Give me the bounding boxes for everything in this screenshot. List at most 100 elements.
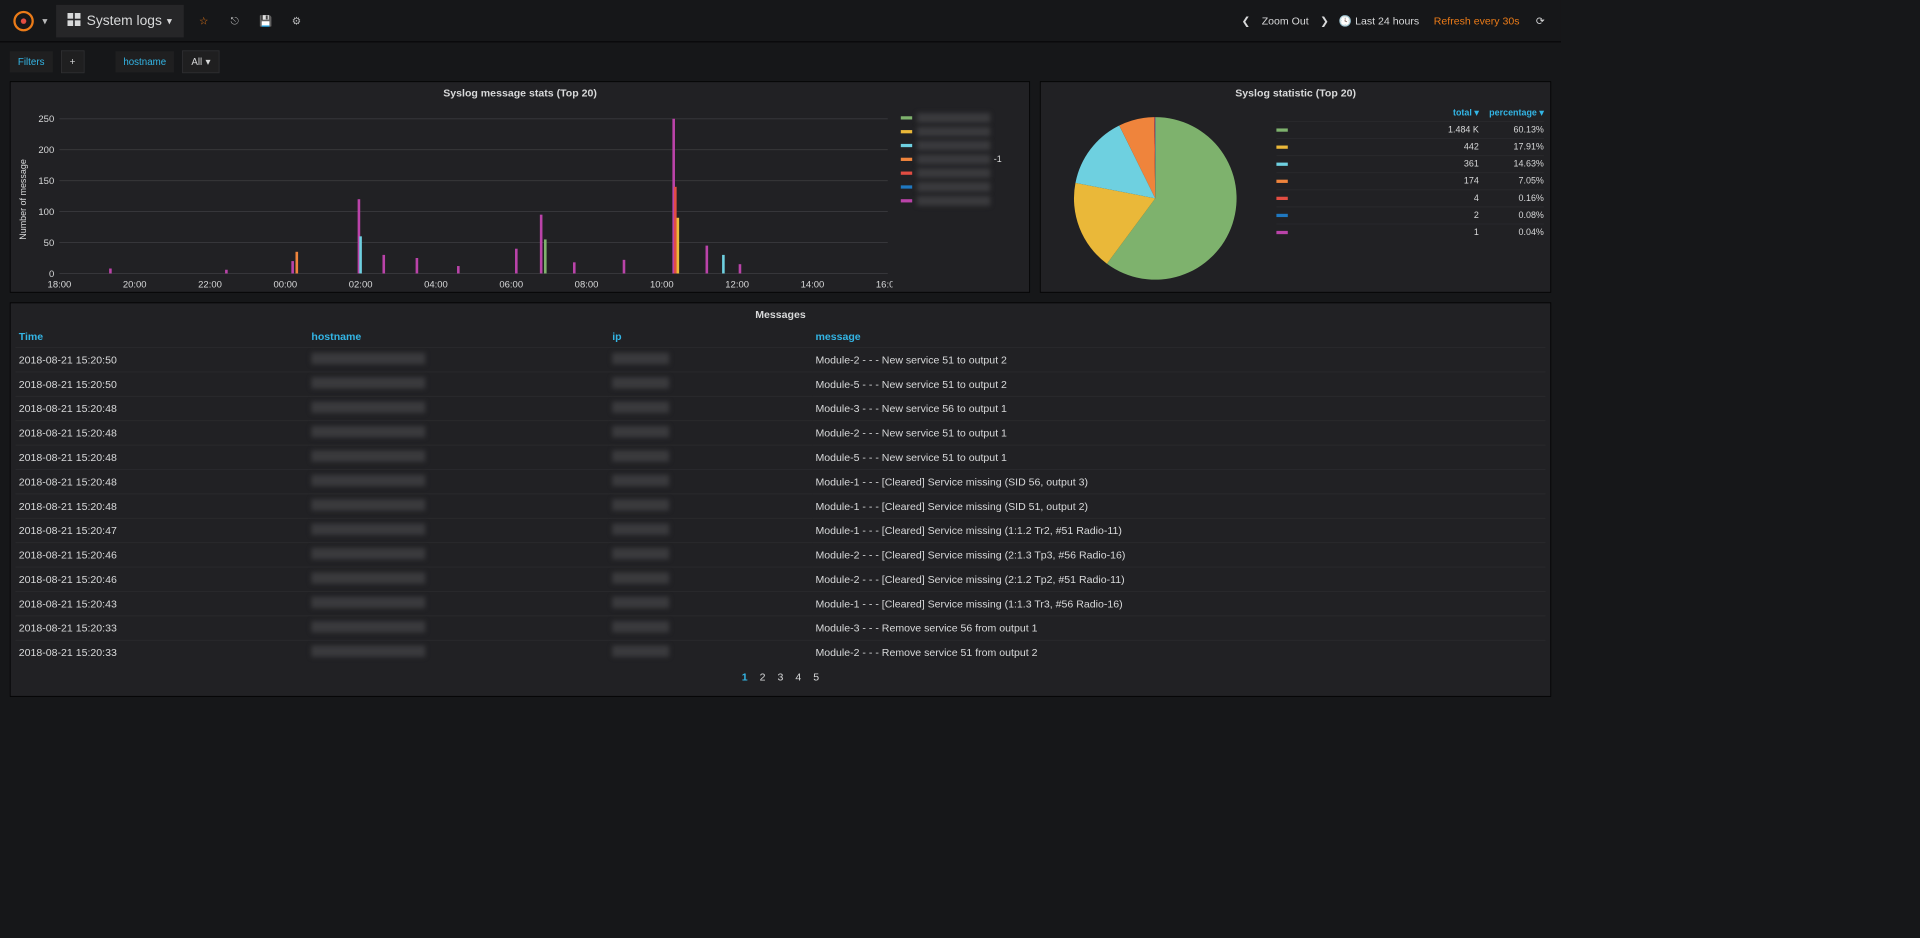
svg-text:08:00: 08:00 xyxy=(575,279,599,290)
legend-item[interactable]: 10.04% xyxy=(1277,224,1544,241)
bar-chart-plot[interactable]: 05010015020025018:0020:0022:0000:0002:00… xyxy=(30,107,893,291)
svg-text:00:00: 00:00 xyxy=(273,279,297,290)
svg-text:16:00: 16:00 xyxy=(876,279,893,290)
page-link[interactable]: 2 xyxy=(754,671,772,683)
legend-item[interactable] xyxy=(901,180,1023,194)
legend-item[interactable]: 20.08% xyxy=(1277,207,1544,224)
chevron-left-icon[interactable]: ❮ xyxy=(1241,14,1250,27)
cell-time: 2018-08-21 15:20:48 xyxy=(15,494,308,518)
svg-text:12:00: 12:00 xyxy=(725,279,749,290)
table-row: 2018-08-21 15:20:48 Module-1 - - - [Clear… xyxy=(15,494,1545,518)
legend-item[interactable] xyxy=(901,111,1023,125)
panel-messages-table: Messages Timehostnameipmessage 2018-08-2… xyxy=(10,302,1551,696)
chevron-right-icon[interactable]: ❯ xyxy=(1320,14,1329,27)
cell-message: Module-5 - - - New service 51 to output … xyxy=(812,445,1545,469)
chevron-down-icon: ▾ xyxy=(205,56,210,67)
legend-item[interactable] xyxy=(901,138,1023,152)
dashboard-title: System logs xyxy=(87,13,162,29)
grafana-logo-icon[interactable] xyxy=(10,7,38,35)
share-button[interactable]: ⎋ xyxy=(219,4,250,37)
page-link[interactable]: 3 xyxy=(772,671,790,683)
svg-text:04:00: 04:00 xyxy=(424,279,448,290)
cell-hostname xyxy=(308,567,609,591)
table-row: 2018-08-21 15:20:48Module-1 - - - [Clear… xyxy=(15,470,1545,494)
cell-message: Module-1 - - - [Cleared] Service missing… xyxy=(812,494,1545,518)
logo-caret-icon[interactable]: ▾ xyxy=(42,14,47,27)
page-link[interactable]: 5 xyxy=(807,671,825,683)
table-row: 2018-08-21 15:20:48Module-2 - - - New se… xyxy=(15,421,1545,445)
save-icon: 💾 xyxy=(259,14,272,27)
legend-item[interactable]: 40.16% xyxy=(1277,189,1544,206)
legend-item[interactable]: 1747.05% xyxy=(1277,172,1544,189)
cell-ip xyxy=(609,494,812,518)
y-axis-label: Number of message xyxy=(17,107,30,291)
cell-message: Module-2 - - - Remove service 51 from ou… xyxy=(812,640,1545,664)
column-header[interactable]: Time xyxy=(15,325,308,347)
save-button[interactable]: 💾 xyxy=(250,4,281,37)
cell-message: Module-5 - - - New service 51 to output … xyxy=(812,372,1545,396)
cell-time: 2018-08-21 15:20:46 xyxy=(15,567,308,591)
table-row: 2018-08-21 15:20:46Module-2 - - - [Clear… xyxy=(15,543,1545,567)
top-toolbar: ▾ System logs ▾ ☆ ⎋ 💾 ⚙ ❮ Zoom Out ❯ 🕓 L… xyxy=(0,0,1561,42)
cell-hostname xyxy=(308,543,609,567)
cell-ip xyxy=(609,518,812,542)
cell-message: Module-2 - - - [Cleared] Service missing… xyxy=(812,567,1545,591)
legend-item[interactable] xyxy=(901,193,1023,207)
legend-item[interactable]: -1 xyxy=(901,152,1023,166)
filters-label[interactable]: Filters xyxy=(10,51,53,72)
cell-message: Module-1 - - - [Cleared] Service missing… xyxy=(812,470,1545,494)
panel-title: Syslog statistic (Top 20) xyxy=(1041,82,1550,104)
refresh-now-button[interactable]: ⟳ xyxy=(1529,14,1551,27)
cell-hostname xyxy=(308,396,609,420)
legend-header-total[interactable]: total ▾ xyxy=(1422,107,1479,118)
table-row: 2018-08-21 15:20:48Module-3 - - - New se… xyxy=(15,396,1545,420)
cell-ip xyxy=(609,616,812,640)
settings-button[interactable]: ⚙ xyxy=(281,4,312,37)
cell-message: Module-2 - - - New service 51 to output … xyxy=(812,348,1545,372)
dashboard-picker[interactable]: System logs ▾ xyxy=(56,4,184,37)
time-picker: ❮ Zoom Out ❯ 🕓 Last 24 hours Refresh eve… xyxy=(1241,14,1551,27)
legend-item[interactable]: 44217.91% xyxy=(1277,138,1544,155)
pie-chart-plot[interactable] xyxy=(1041,104,1270,292)
table-row: 2018-08-21 15:20:50Module-2 - - - New se… xyxy=(15,348,1545,372)
add-filter-button[interactable]: + xyxy=(61,50,85,73)
panel-syslog-bar-chart: Syslog message stats (Top 20) Number of … xyxy=(10,81,1031,292)
legend-item[interactable]: 1.484 K60.13% xyxy=(1277,121,1544,138)
time-range-button[interactable]: 🕓 Last 24 hours xyxy=(1334,14,1424,27)
cell-message: Module-1 - - - [Cleared] Service missing… xyxy=(812,518,1545,542)
legend-item[interactable] xyxy=(901,166,1023,180)
star-button[interactable]: ☆ xyxy=(188,4,219,37)
svg-text:20:00: 20:00 xyxy=(123,279,147,290)
cell-hostname xyxy=(308,640,609,664)
svg-text:200: 200 xyxy=(38,145,54,156)
table-row: 2018-08-21 15:20:50Module-5 - - - New se… xyxy=(15,372,1545,396)
table-row: 2018-08-21 15:20:33Module-3 - - - Remove… xyxy=(15,616,1545,640)
svg-text:150: 150 xyxy=(38,176,54,187)
table-row: 2018-08-21 15:20:46 Module-2 - - - [Clear… xyxy=(15,567,1545,591)
bar-chart-legend: -1 xyxy=(893,107,1023,291)
gear-icon: ⚙ xyxy=(292,14,301,27)
legend-item[interactable]: 36114.63% xyxy=(1277,155,1544,172)
svg-text:18:00: 18:00 xyxy=(48,279,72,290)
variable-value-dropdown[interactable]: All▾ xyxy=(182,50,219,73)
page-link[interactable]: 1 xyxy=(736,671,754,683)
share-icon: ⎋ xyxy=(230,14,238,27)
column-header[interactable]: ip xyxy=(609,325,812,347)
cell-time: 2018-08-21 15:20:46 xyxy=(15,543,308,567)
cell-hostname xyxy=(308,518,609,542)
svg-text:0: 0 xyxy=(49,269,54,280)
cell-ip xyxy=(609,640,812,664)
table-row: 2018-08-21 15:20:47Module-1 - - - [Clear… xyxy=(15,518,1545,542)
legend-header-percentage[interactable]: percentage ▾ xyxy=(1479,107,1544,118)
page-link[interactable]: 4 xyxy=(789,671,807,683)
legend-item[interactable] xyxy=(901,124,1023,138)
cell-message: Module-2 - - - New service 51 to output … xyxy=(812,421,1545,445)
cell-hostname xyxy=(308,348,609,372)
variable-name[interactable]: hostname xyxy=(115,51,174,72)
cell-hostname xyxy=(308,494,609,518)
refresh-interval-button[interactable]: Refresh every 30s xyxy=(1429,15,1525,27)
table-row: 2018-08-21 15:20:33Module-2 - - - Remove… xyxy=(15,640,1545,664)
zoom-out-button[interactable]: Zoom Out xyxy=(1255,15,1315,27)
column-header[interactable]: message xyxy=(812,325,1545,347)
column-header[interactable]: hostname xyxy=(308,325,609,347)
